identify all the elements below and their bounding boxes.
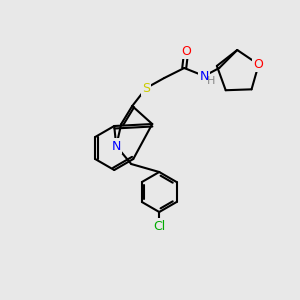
Text: O: O xyxy=(181,44,191,58)
Text: H: H xyxy=(207,76,215,86)
Text: S: S xyxy=(142,82,150,94)
Text: Cl: Cl xyxy=(153,220,165,232)
Text: N: N xyxy=(200,70,209,83)
Text: N: N xyxy=(112,140,121,152)
Text: O: O xyxy=(254,58,264,71)
